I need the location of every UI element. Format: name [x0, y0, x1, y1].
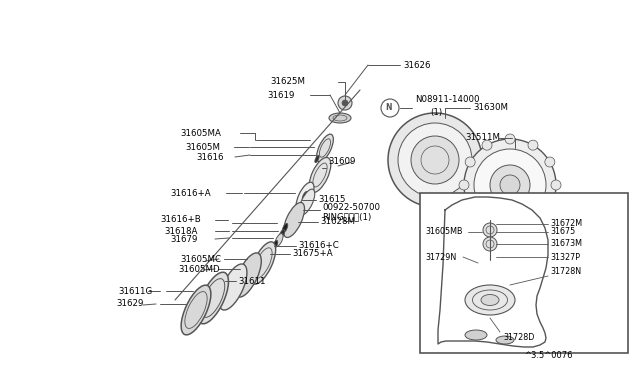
Text: 31611: 31611 — [238, 276, 266, 285]
Circle shape — [381, 99, 399, 117]
Text: 31625M: 31625M — [270, 77, 305, 87]
Bar — [420, 193, 628, 353]
Text: 31327P: 31327P — [550, 253, 580, 262]
Ellipse shape — [282, 224, 288, 232]
Ellipse shape — [269, 246, 275, 257]
Circle shape — [483, 237, 497, 251]
Ellipse shape — [272, 240, 278, 250]
Text: 31616+C: 31616+C — [298, 241, 339, 250]
Ellipse shape — [309, 157, 331, 193]
Text: RINGリング(1): RINGリング(1) — [322, 212, 371, 221]
Text: 31673M: 31673M — [550, 240, 582, 248]
Circle shape — [459, 180, 469, 190]
Circle shape — [482, 140, 492, 150]
Text: 31626: 31626 — [403, 61, 431, 70]
Ellipse shape — [284, 202, 305, 237]
Ellipse shape — [181, 285, 211, 335]
Text: 31619: 31619 — [267, 90, 294, 99]
Ellipse shape — [279, 230, 285, 238]
Text: 00922-50700: 00922-50700 — [322, 202, 380, 212]
Text: N: N — [385, 103, 391, 112]
Text: 31609: 31609 — [328, 157, 355, 167]
Ellipse shape — [465, 285, 515, 315]
Ellipse shape — [198, 272, 228, 324]
Text: 31605MD: 31605MD — [178, 264, 220, 273]
Text: 31618A: 31618A — [164, 227, 197, 235]
Text: 31605MC: 31605MC — [180, 254, 221, 263]
Ellipse shape — [300, 189, 315, 215]
Circle shape — [545, 203, 555, 213]
Text: 31728N: 31728N — [550, 267, 581, 276]
Circle shape — [342, 100, 348, 106]
Circle shape — [388, 113, 482, 207]
Text: 31628M: 31628M — [320, 218, 355, 227]
Circle shape — [545, 157, 555, 167]
Text: 31605MA: 31605MA — [180, 128, 221, 138]
Circle shape — [474, 149, 546, 221]
Circle shape — [482, 220, 492, 230]
Circle shape — [464, 139, 556, 231]
Text: 31672M: 31672M — [550, 219, 582, 228]
Text: 31615: 31615 — [318, 196, 346, 205]
Ellipse shape — [465, 330, 487, 340]
Text: (1): (1) — [430, 108, 442, 116]
Circle shape — [465, 203, 475, 213]
Text: N08911-14000: N08911-14000 — [415, 96, 479, 105]
Circle shape — [465, 157, 475, 167]
Ellipse shape — [329, 113, 351, 123]
Ellipse shape — [317, 134, 333, 162]
Ellipse shape — [219, 264, 247, 310]
Circle shape — [411, 136, 459, 184]
Text: 31605MB: 31605MB — [425, 228, 463, 237]
Ellipse shape — [481, 295, 499, 305]
Text: 31616+B: 31616+B — [160, 215, 201, 224]
Circle shape — [483, 223, 497, 237]
Ellipse shape — [296, 182, 314, 212]
Text: 31616: 31616 — [196, 153, 223, 161]
Ellipse shape — [294, 208, 301, 218]
Text: 31675: 31675 — [550, 228, 575, 237]
Text: 31616+A: 31616+A — [170, 189, 211, 198]
Circle shape — [528, 140, 538, 150]
Circle shape — [551, 180, 561, 190]
Ellipse shape — [315, 155, 319, 163]
Text: 31629: 31629 — [116, 299, 143, 308]
Text: 31630M: 31630M — [473, 103, 508, 112]
Ellipse shape — [275, 234, 283, 247]
Circle shape — [338, 96, 352, 110]
Ellipse shape — [235, 253, 261, 297]
Circle shape — [490, 165, 530, 205]
Text: 31728D: 31728D — [503, 334, 534, 343]
Text: ^3.5^0076: ^3.5^0076 — [525, 352, 573, 360]
Circle shape — [528, 220, 538, 230]
Circle shape — [505, 134, 515, 144]
Ellipse shape — [250, 242, 276, 284]
Text: 31605M: 31605M — [185, 142, 220, 151]
Ellipse shape — [496, 336, 514, 344]
Circle shape — [398, 123, 472, 197]
Circle shape — [500, 175, 520, 195]
Text: 31675+A: 31675+A — [292, 250, 333, 259]
Circle shape — [505, 226, 515, 236]
Text: 31679: 31679 — [170, 234, 197, 244]
Text: 31611G: 31611G — [118, 286, 152, 295]
Text: 31511M: 31511M — [465, 134, 500, 142]
Ellipse shape — [302, 191, 308, 201]
Text: 31729N: 31729N — [425, 253, 456, 262]
